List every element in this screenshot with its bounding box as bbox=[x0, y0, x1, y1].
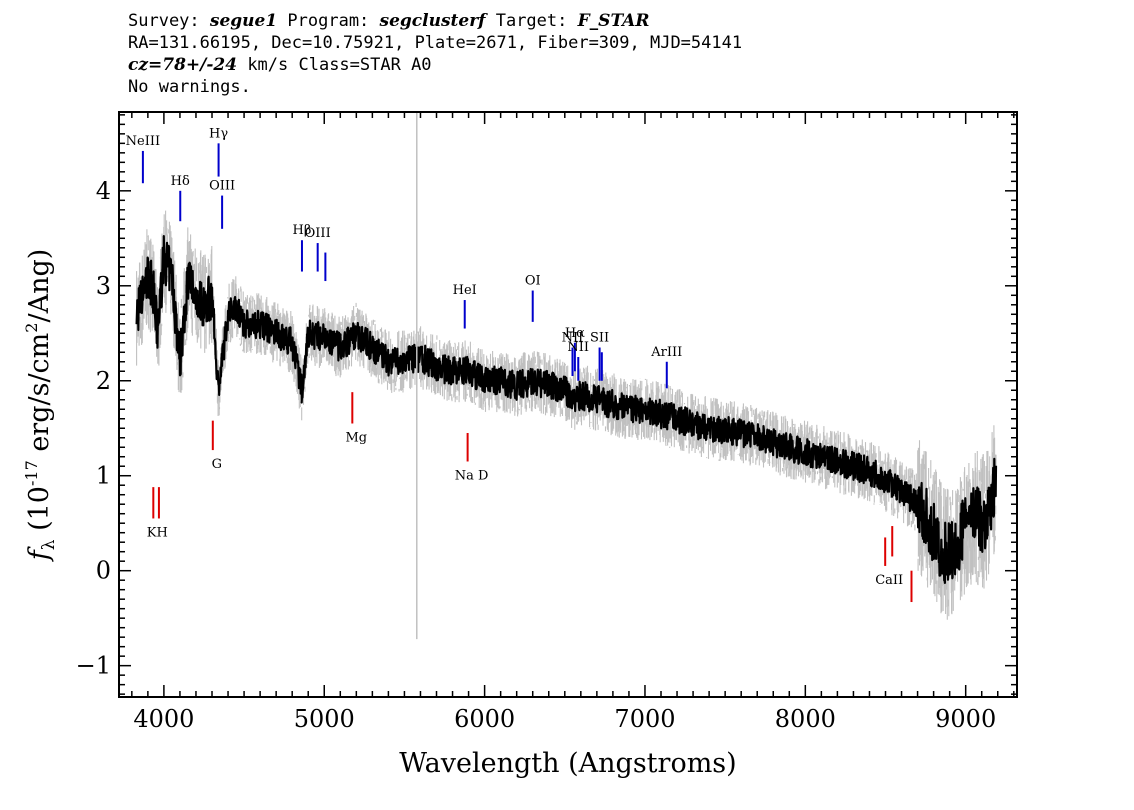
emission-line-label: NeIII bbox=[126, 134, 160, 149]
y-axis-title-close: /Ang) bbox=[24, 249, 55, 323]
emission-line-label: Hδ bbox=[171, 174, 190, 189]
survey-value: segue1 bbox=[209, 11, 278, 31]
absorption-line-label: Na D bbox=[455, 468, 489, 483]
flux-line bbox=[135, 235, 998, 585]
emission-line-label: OI bbox=[525, 274, 541, 289]
x-tick-label: 6000 bbox=[454, 705, 515, 733]
emission-line-label: SII bbox=[590, 331, 609, 346]
plot-frame bbox=[118, 111, 1018, 698]
x-tick-label: 9000 bbox=[935, 705, 996, 733]
x-tick-label: 7000 bbox=[614, 705, 675, 733]
header-line-coordinates: RA=131.66195, Dec=10.75921, Plate=2671, … bbox=[128, 33, 743, 53]
header-line-redshift: cz=78+/-24 km/s Class=STAR A0 bbox=[128, 54, 742, 76]
absorption-line-label: KH bbox=[147, 525, 168, 540]
x-axis-title: Wavelength (Angstroms) bbox=[399, 748, 736, 779]
absorption-line-label: CaII bbox=[875, 573, 903, 588]
absorption-line-label: G bbox=[212, 457, 222, 472]
emission-line-label: OIII bbox=[209, 179, 235, 194]
y-tick-label: −1 bbox=[76, 652, 111, 680]
flux-series-group bbox=[135, 235, 998, 585]
y-tick-label: 0 bbox=[96, 557, 111, 585]
noise-band-group bbox=[136, 210, 997, 620]
target-value: F_STAR bbox=[577, 11, 650, 31]
emission-line-label: Hα bbox=[565, 326, 585, 341]
redshift-value: cz=78+/-24 bbox=[128, 55, 238, 75]
y-tick-label: 1 bbox=[96, 462, 111, 490]
header-line-warnings: No warnings. bbox=[128, 77, 251, 97]
emission-line-label: Hγ bbox=[209, 126, 228, 141]
y-axis-title-open: (10 bbox=[24, 486, 55, 539]
survey-label: Survey: bbox=[128, 11, 210, 31]
program-value: segclusterf bbox=[379, 11, 486, 31]
header-line-survey: Survey: segue1 Program: segclusterf Targ… bbox=[128, 10, 742, 32]
y-tick-label: 2 bbox=[96, 367, 111, 395]
program-label: Program: bbox=[277, 11, 380, 31]
y-tick-label: 3 bbox=[96, 272, 111, 300]
spectral-line-markers: NeIIIHδHγOIIIHβOIIIHeIOINIIHαNIISIIArIII… bbox=[126, 126, 913, 603]
x-tick-label: 4000 bbox=[133, 705, 194, 733]
y-axis-title-units: erg/s/cm bbox=[24, 333, 55, 461]
x-tick-label: 8000 bbox=[775, 705, 836, 733]
y-axis-ticks: −1 0 1 2 3 4 bbox=[76, 114, 1017, 695]
y-tick-label: 4 bbox=[96, 177, 111, 205]
emission-line-label: HeI bbox=[453, 283, 477, 298]
y-axis-title-exponent: -17 bbox=[22, 460, 41, 486]
y-axis-title-lambda: λ bbox=[39, 539, 59, 550]
class-value: km/s Class=STAR A0 bbox=[237, 55, 432, 75]
y-axis-title-squared: 2 bbox=[22, 323, 41, 333]
emission-line-label: NII bbox=[567, 340, 589, 355]
spectrum-header: Survey: segue1 Program: segclusterf Targ… bbox=[128, 10, 742, 98]
target-label: Target: bbox=[485, 11, 578, 31]
emission-line-label: ArIII bbox=[650, 345, 682, 360]
x-tick-label: 5000 bbox=[294, 705, 355, 733]
emission-line-label: Hβ bbox=[293, 223, 312, 238]
absorption-line-label: Mg bbox=[345, 430, 367, 445]
x-axis-ticks: 4000 5000 6000 7000 8000 9000 bbox=[131, 112, 1015, 733]
emission-line-label: OIII bbox=[305, 226, 331, 241]
y-axis-title: fλ (10-17 erg/s/cm2/Ang) bbox=[22, 249, 59, 563]
emission-line-label: NII bbox=[562, 331, 584, 346]
